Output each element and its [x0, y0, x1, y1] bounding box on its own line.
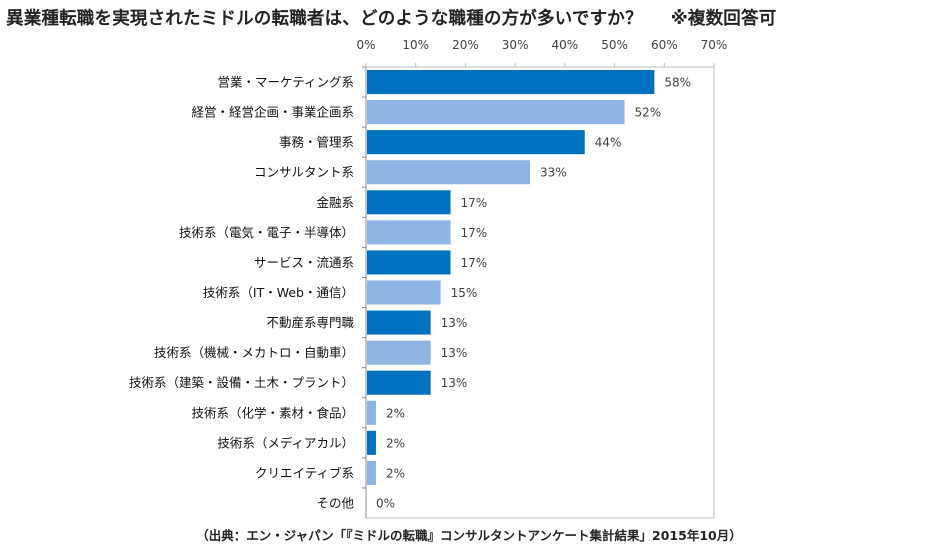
x-tick-label: 70% — [701, 38, 728, 52]
category-label: 営業・マーケティング系 — [217, 75, 354, 90]
data-label: 2% — [386, 436, 405, 450]
bar — [367, 190, 451, 215]
bar — [367, 370, 431, 395]
category-label: 金融系 — [316, 195, 354, 210]
data-label: 13% — [441, 346, 468, 360]
category-label: 技術系（機械・メカトロ・自動車） — [154, 345, 354, 360]
data-label: 15% — [451, 286, 478, 300]
bar — [367, 340, 431, 365]
x-tick-label: 0% — [356, 38, 375, 52]
data-label: 0% — [376, 496, 395, 510]
bar — [367, 220, 451, 245]
x-tick-label: 40% — [552, 38, 579, 52]
category-label: コンサルタント系 — [254, 165, 354, 180]
bar — [367, 310, 431, 335]
bar — [367, 70, 655, 95]
bar — [367, 160, 531, 185]
category-label: 技術系（メディアカル） — [217, 435, 354, 450]
data-label: 17% — [461, 226, 488, 240]
x-tick-label: 30% — [502, 38, 529, 52]
bar — [367, 280, 441, 305]
category-label: 技術系（IT・Web・通信） — [203, 285, 354, 300]
category-label: 技術系（化学・素材・食品） — [191, 405, 354, 420]
bar — [367, 430, 376, 455]
x-tick-label: 20% — [452, 38, 479, 52]
bar — [367, 460, 376, 485]
data-label: 13% — [441, 316, 468, 330]
category-label: サービス・流通系 — [254, 255, 354, 270]
category-label: クリエイティブ系 — [255, 465, 354, 480]
data-label: 44% — [595, 136, 622, 150]
bar — [367, 250, 451, 275]
chart-title: 異業種転職を実現されたミドルの転職者は、どのような職種の方が多いですか？ ※複数回… — [6, 5, 934, 33]
category-label: その他 — [316, 495, 354, 510]
bar — [367, 400, 376, 425]
x-tick-label: 50% — [601, 38, 628, 52]
bar — [367, 100, 625, 125]
category-label: 不動産系専門職 — [266, 315, 354, 330]
bar — [367, 130, 585, 155]
title-note: ※複数回答可 — [670, 9, 777, 29]
data-label: 13% — [441, 376, 468, 390]
category-label: 経営・経営企画・事業企画系 — [191, 105, 354, 120]
source-note: （出典：エン・ジャパン「『ミドルの転職』コンサルタントアンケート集計結果」201… — [196, 528, 742, 543]
x-tick-label: 10% — [402, 38, 429, 52]
data-label: 33% — [540, 166, 567, 180]
data-label: 58% — [664, 76, 691, 90]
data-label: 17% — [461, 196, 488, 210]
data-label: 2% — [386, 406, 405, 420]
data-label: 52% — [635, 106, 662, 120]
chart-title-text: 異業種転職を実現されたミドルの転職者は、どのような職種の方が多いですか？ — [6, 9, 643, 29]
data-label: 2% — [386, 466, 405, 480]
category-label: 技術系（建築・設備・土木・プラント） — [129, 375, 354, 390]
category-label: 事務・管理系 — [279, 135, 354, 150]
data-label: 17% — [461, 256, 488, 270]
x-tick-label: 60% — [651, 38, 678, 52]
category-label: 技術系（電気・電子・半導体） — [179, 225, 354, 240]
